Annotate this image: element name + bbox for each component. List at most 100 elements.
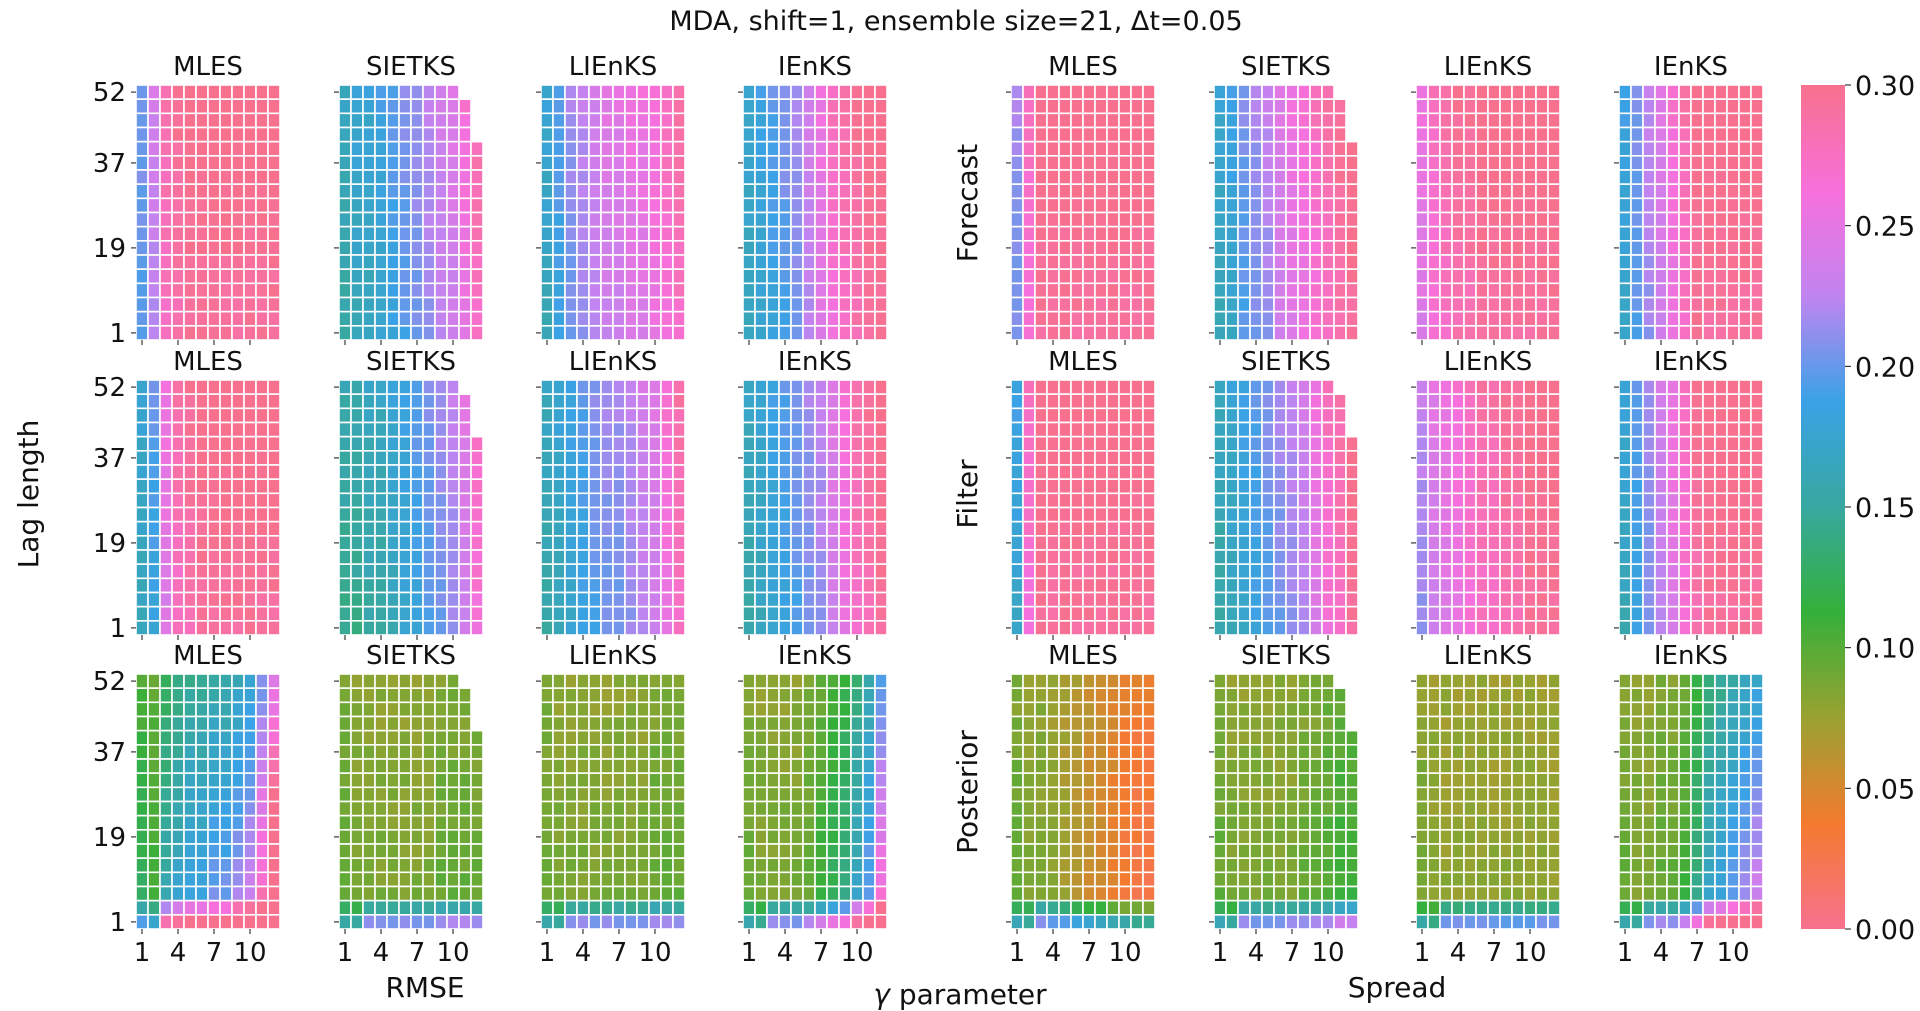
heatmap-cell bbox=[814, 772, 828, 789]
heatmap-cell bbox=[171, 914, 185, 930]
heatmap-cell bbox=[1106, 393, 1120, 410]
heatmap-cell bbox=[814, 520, 828, 537]
heatmap-cell bbox=[1106, 829, 1120, 845]
heatmap-cell bbox=[826, 829, 840, 845]
heatmap-cell bbox=[790, 325, 804, 341]
heatmap-cell bbox=[838, 197, 852, 214]
heatmap-cell bbox=[1535, 421, 1549, 438]
heatmap-cell bbox=[636, 197, 650, 214]
heatmap-cell bbox=[1297, 857, 1311, 874]
heatmap-cell bbox=[850, 240, 864, 256]
heatmap-cell bbox=[1738, 549, 1752, 565]
heatmap-cell bbox=[874, 535, 888, 551]
heatmap-cell bbox=[1118, 715, 1132, 732]
heatmap-cell bbox=[1261, 282, 1275, 299]
heatmap-cell bbox=[1273, 899, 1287, 916]
heatmap-cell bbox=[624, 98, 638, 115]
heatmap-cell bbox=[874, 435, 888, 452]
heatmap-cell bbox=[814, 871, 828, 888]
heatmap-cell bbox=[1702, 563, 1716, 580]
heatmap-cell bbox=[862, 296, 876, 313]
heatmap-cell bbox=[374, 591, 388, 608]
heatmap-cell bbox=[564, 450, 578, 466]
heatmap-cell bbox=[1654, 478, 1668, 495]
heatmap-cell bbox=[660, 758, 674, 774]
heatmap-cell bbox=[1630, 506, 1644, 523]
heatmap-cell bbox=[1225, 407, 1239, 424]
heatmap-cell bbox=[1130, 197, 1144, 214]
heatmap-cell bbox=[183, 673, 197, 689]
heatmap-cell bbox=[766, 478, 780, 495]
heatmap-cell bbox=[1261, 435, 1275, 452]
heatmap-cell bbox=[1309, 268, 1323, 285]
heatmap-cell bbox=[1046, 296, 1060, 313]
heatmap-cell bbox=[255, 325, 269, 341]
heatmap-cell bbox=[195, 325, 209, 341]
heatmap-cell bbox=[778, 506, 792, 523]
heatmap-cell bbox=[564, 492, 578, 509]
heatmap-cell bbox=[1439, 296, 1453, 313]
heatmap-cell bbox=[660, 492, 674, 509]
heatmap-cell bbox=[766, 673, 780, 689]
heatmap-cell bbox=[624, 140, 638, 157]
heatmap-cell bbox=[374, 450, 388, 466]
heatmap-cell bbox=[207, 673, 221, 689]
heatmap-cell bbox=[386, 729, 400, 746]
heatmap-cell bbox=[1499, 605, 1513, 622]
heatmap-cell bbox=[1046, 112, 1060, 129]
heatmap-cell bbox=[778, 577, 792, 594]
heatmap-cell bbox=[1511, 673, 1525, 689]
heatmap-cell bbox=[386, 899, 400, 916]
heatmap-cell bbox=[1058, 591, 1072, 608]
heatmap-cell bbox=[195, 84, 209, 100]
heatmap-cell bbox=[1427, 197, 1441, 214]
heatmap-cell bbox=[386, 620, 400, 636]
heatmap-cell bbox=[1225, 98, 1239, 115]
heatmap-cell bbox=[1309, 225, 1323, 242]
heatmap-cell bbox=[458, 843, 472, 859]
heatmap-cell bbox=[826, 814, 840, 831]
heatmap-cell bbox=[422, 155, 436, 171]
heatmap-cell bbox=[1142, 729, 1156, 746]
heatmap-cell bbox=[766, 829, 780, 845]
heatmap-cell bbox=[672, 786, 686, 803]
heatmap-cell bbox=[766, 687, 780, 704]
heatmap-cell bbox=[564, 155, 578, 171]
heatmap-cell bbox=[386, 885, 400, 902]
heatmap-cell bbox=[1333, 814, 1347, 831]
heatmap-cell bbox=[410, 282, 424, 299]
heatmap-cell bbox=[540, 492, 554, 509]
heatmap-cell bbox=[1321, 701, 1335, 718]
heatmap-cell bbox=[1547, 211, 1561, 228]
heatmap-cell bbox=[422, 563, 436, 580]
heatmap-cell bbox=[1130, 772, 1144, 789]
heatmap-cell bbox=[410, 535, 424, 551]
heatmap-cell bbox=[1463, 563, 1477, 580]
heatmap-cell bbox=[1690, 254, 1704, 270]
heatmap-cell bbox=[1678, 112, 1692, 129]
heatmap-cell bbox=[1034, 435, 1048, 452]
heatmap-cell bbox=[1213, 715, 1227, 732]
heatmap-cell bbox=[135, 871, 149, 888]
heatmap-cell bbox=[446, 857, 460, 874]
heatmap-cell bbox=[1463, 450, 1477, 466]
heatmap-cell bbox=[660, 310, 674, 327]
heatmap-cell bbox=[648, 296, 662, 313]
heatmap-cell bbox=[874, 282, 888, 299]
heatmap-cell bbox=[470, 620, 484, 636]
heatmap-cell bbox=[1273, 268, 1287, 285]
heatmap-cell bbox=[552, 407, 566, 424]
heatmap-cell bbox=[1523, 155, 1537, 171]
heatmap-cell bbox=[552, 268, 566, 285]
heatmap-cell bbox=[1439, 673, 1453, 689]
heatmap-cell bbox=[255, 464, 269, 480]
heatmap-cell bbox=[1273, 435, 1287, 452]
heatmap-cell bbox=[850, 843, 864, 859]
heatmap-cell bbox=[648, 673, 662, 689]
heatmap-cell bbox=[1463, 225, 1477, 242]
heatmap-cell bbox=[243, 535, 257, 551]
heatmap-cell bbox=[159, 310, 173, 327]
heatmap-cell bbox=[1094, 155, 1108, 171]
heatmap-cell bbox=[1738, 520, 1752, 537]
heatmap-cell bbox=[600, 169, 614, 185]
